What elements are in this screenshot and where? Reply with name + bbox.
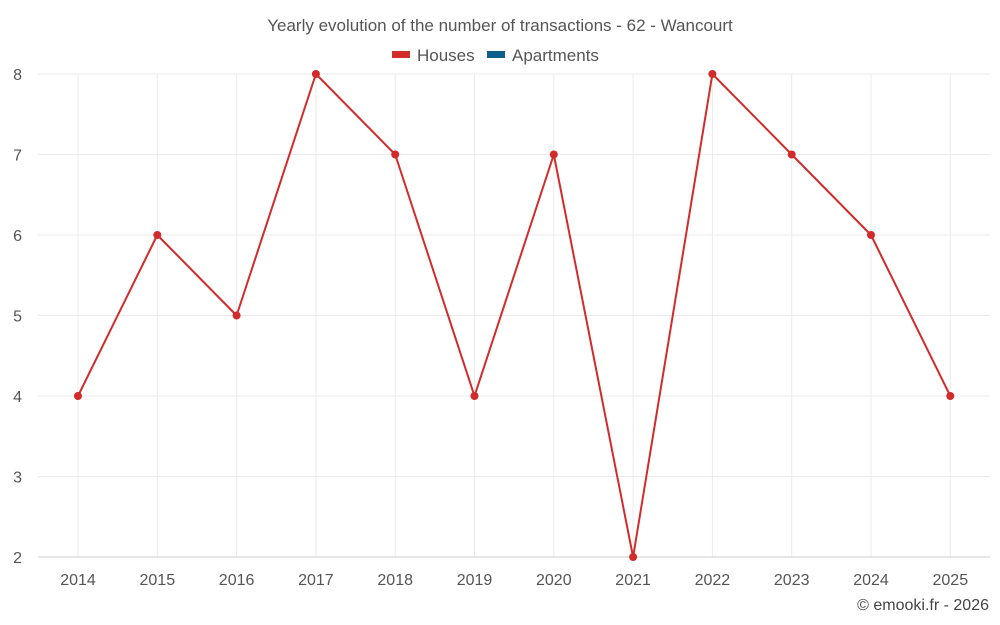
data-point-houses[interactable] <box>549 150 558 159</box>
x-tick-label: 2017 <box>298 572 334 589</box>
data-point-houses[interactable] <box>787 150 796 159</box>
y-tick-label: 6 <box>13 228 22 245</box>
y-tick-label: 4 <box>13 389 22 406</box>
data-point-houses[interactable] <box>470 392 479 400</box>
grid-lines <box>38 73 990 557</box>
data-point-houses[interactable] <box>867 231 875 239</box>
y-tick-label: 7 <box>13 148 22 165</box>
x-tick-label: 2018 <box>377 572 413 589</box>
x-tick-label: 2014 <box>60 572 96 589</box>
chart-title: Yearly evolution of the number of transa… <box>267 16 733 35</box>
y-tick-label: 5 <box>13 309 22 326</box>
legend-label-houses: Houses <box>417 46 475 65</box>
series-line-houses <box>77 73 952 558</box>
x-tick-label: 2024 <box>853 572 889 589</box>
series-layer <box>74 70 955 561</box>
data-point-houses[interactable] <box>74 392 82 400</box>
data-point-houses[interactable] <box>153 231 162 239</box>
data-point-houses[interactable] <box>629 553 638 561</box>
x-tick-label: 2020 <box>536 572 572 589</box>
data-point-houses[interactable] <box>232 311 241 320</box>
data-point-houses[interactable] <box>311 70 320 78</box>
x-tick-label: 2025 <box>933 572 969 589</box>
credit-text: © emooki.fr - 2026 <box>857 597 989 614</box>
y-axis-ticks: 2 3 4 5 6 7 8 <box>13 67 22 567</box>
y-tick-label: 8 <box>13 67 22 84</box>
x-tick-label: 2022 <box>695 572 731 589</box>
x-tick-label: 2023 <box>774 572 810 589</box>
legend-label-apartments: Apartments <box>512 46 599 65</box>
y-tick-label: 2 <box>13 550 22 567</box>
x-tick-label: 2021 <box>615 572 651 589</box>
x-tick-label: 2019 <box>457 572 493 589</box>
data-point-houses[interactable] <box>708 70 717 78</box>
legend-swatch-apartments <box>487 51 505 58</box>
legend-item-houses[interactable]: Houses <box>392 46 475 65</box>
data-point-houses[interactable] <box>946 392 955 400</box>
x-tick-label: 2015 <box>140 572 176 589</box>
legend: Houses Apartments <box>392 46 599 65</box>
x-axis-ticks: 2014 2015 2016 2017 2018 2019 2020 2021 2022 2023… <box>60 572 968 589</box>
data-point-houses[interactable] <box>391 150 400 159</box>
x-tick-label: 2016 <box>219 572 255 589</box>
legend-item-apartments[interactable]: Apartments <box>487 46 599 65</box>
y-tick-label: 3 <box>13 470 22 487</box>
legend-swatch-houses <box>392 51 410 58</box>
